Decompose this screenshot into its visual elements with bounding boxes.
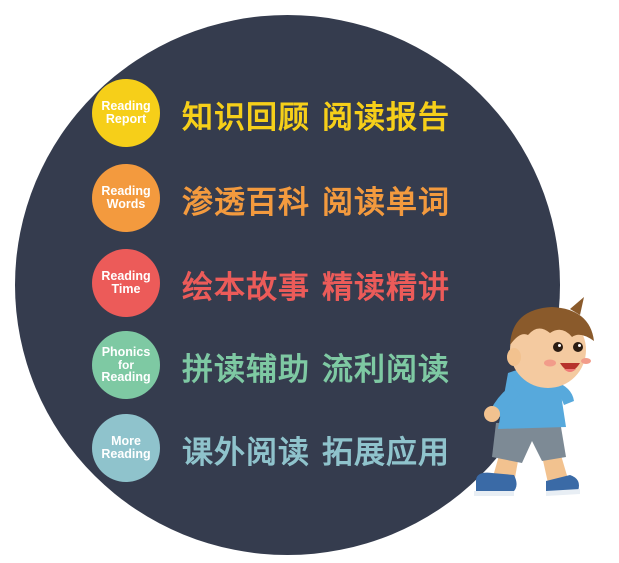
badge-phonics-for-reading: Phonics for Reading: [92, 331, 160, 399]
badge-line: More: [111, 434, 141, 448]
title-part-b: 阅读单词: [322, 185, 450, 221]
row-title: 渗透百科 阅读单词: [182, 177, 450, 222]
badge-line: Reading: [101, 99, 151, 113]
row-title: 课外阅读 拓展应用: [182, 427, 450, 472]
badge-line: for: [118, 358, 134, 372]
title-part-a: 拼读辅助: [182, 352, 310, 388]
title-part-a: 渗透百科: [182, 185, 310, 221]
title-part-b: 阅读报告: [322, 100, 450, 136]
badge-line: Time: [111, 282, 141, 296]
badge-line: Words: [106, 197, 146, 211]
badge-line: Reading: [101, 184, 151, 198]
badge-reading-words: Reading Words: [92, 164, 160, 232]
title-part-a: 课外阅读: [182, 435, 310, 471]
badge-line: Reading: [101, 370, 151, 384]
badge-line: Reading: [101, 447, 151, 461]
title-part-b: 拓展应用: [322, 435, 450, 471]
title-part-b: 精读精讲: [322, 270, 450, 306]
badge-line: Report: [105, 112, 147, 126]
badge-reading-report: Reading Report: [92, 79, 160, 147]
cartoon-boy-illustration: [474, 297, 594, 496]
row-title: 知识回顾 阅读报告: [182, 92, 450, 137]
badge-reading-time: Reading Time: [92, 249, 160, 317]
row-title: 绘本故事 精读精讲: [182, 262, 450, 307]
badge-line: Reading: [101, 269, 151, 283]
title-part-a: 绘本故事: [182, 270, 310, 306]
title-part-b: 流利阅读: [322, 352, 450, 388]
row-title: 拼读辅助 流利阅读: [182, 344, 450, 389]
title-part-a: 知识回顾: [182, 100, 310, 136]
badge-more-reading: More Reading: [92, 414, 160, 482]
badge-line: Phonics: [101, 345, 151, 359]
